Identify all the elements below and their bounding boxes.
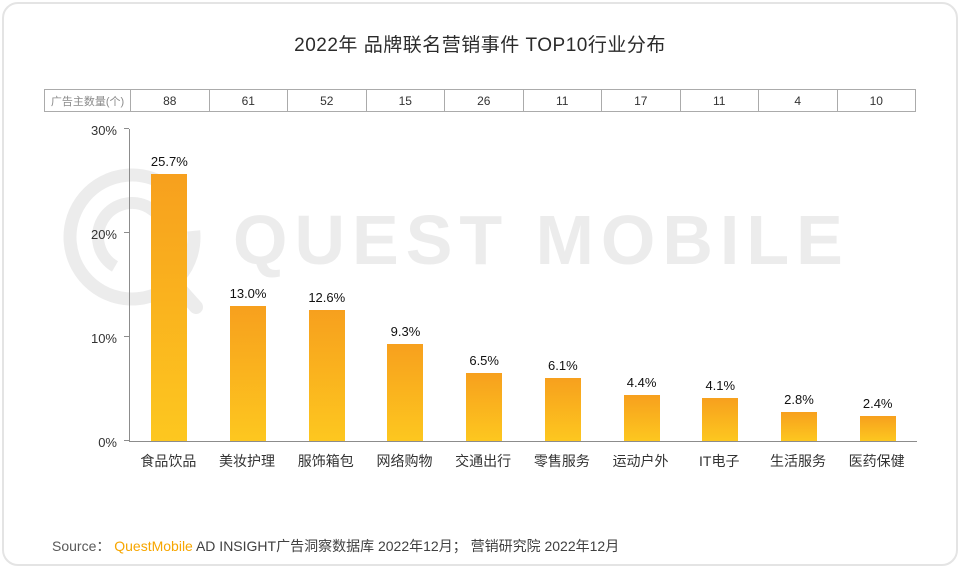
x-axis-labels: 食品饮品 美妆护理 服饰箱包 网络购物 交通出行 零售服务 运动户外 IT电子 生活服务 医药保健	[129, 451, 916, 471]
y-tick-label: 30%	[90, 123, 117, 138]
x-category-label: IT电子	[699, 453, 740, 469]
bar-value-label: 4.4%	[626, 375, 657, 391]
chart-title: 2022年 品牌联名营销事件 TOP10行业分布	[294, 35, 666, 56]
source-brand: QuestMobile	[114, 538, 193, 554]
advertiser-count-table: 广告主数量(个) 88 61 52 15 26 11 17 11 4 10	[44, 89, 916, 112]
x-category-label: 运动户外	[612, 453, 669, 469]
y-tick-label: 10%	[90, 331, 117, 346]
advertiser-count-cell: 10	[869, 93, 883, 108]
y-tick-label: 20%	[90, 227, 117, 242]
y-tick-mark	[124, 336, 129, 337]
advertiser-count-cell: 26	[445, 90, 524, 111]
bar-column: 12.6%	[287, 129, 366, 441]
bar	[623, 395, 660, 441]
advertiser-count-cell: 11	[524, 90, 602, 111]
source-rest: AD INSIGHT广告洞察数据库 2022年12月； 营销研究院 2022年1…	[195, 538, 620, 554]
x-category-label: 生活服务	[769, 453, 826, 469]
bar-value-label: 9.3%	[390, 324, 421, 340]
bar	[308, 309, 345, 441]
bar-value-label: 6.5%	[469, 353, 499, 369]
bar-column: 6.5%	[445, 129, 524, 441]
bar	[387, 344, 424, 441]
bar	[780, 411, 817, 441]
bar-column: 9.3%	[366, 129, 445, 441]
advertiser-count-cell: 15	[367, 90, 445, 111]
bar-value-label: 6.1%	[548, 357, 578, 373]
bar-value-label: 12.6%	[308, 289, 346, 305]
advertiser-count-cell: 17	[602, 90, 681, 111]
bar-column: 4.1%	[681, 129, 760, 441]
x-category-label: 零售服务	[533, 453, 590, 469]
bar-value-label: 2.4%	[862, 396, 893, 412]
x-category-label: 服饰箱包	[297, 453, 354, 469]
source-line: Source： QuestMobile AD INSIGHT广告洞察数据库 20…	[52, 536, 619, 556]
advertiser-count-cell: 52	[288, 90, 367, 111]
bar-value-label: 4.1%	[705, 378, 736, 394]
advertiser-count-cell: 11	[681, 90, 759, 111]
plot-area: 25.7% 13.0% 12.6% 9.3% 6.5% 6.1% 4.4% 4.1% 2.8% 2…	[129, 129, 917, 442]
y-tick-label: 0%	[98, 435, 117, 450]
advertiser-count-label: 广告主数量(个)	[45, 90, 131, 111]
bar	[859, 416, 896, 441]
advertiser-count-cell: 4	[759, 90, 838, 111]
bar-value-label: 13.0%	[229, 285, 267, 301]
x-category-label: 医药保健	[848, 453, 905, 469]
advertiser-count-cells: 88 61 52 15 26 11 17 11 4 10	[131, 90, 915, 111]
advertiser-count-cell: 88	[131, 90, 210, 111]
bar-column: 13.0%	[209, 129, 288, 441]
y-tick-mark	[124, 440, 129, 441]
source-prefix: Source：	[52, 538, 111, 554]
bar-column: 6.1%	[524, 129, 603, 441]
y-axis: 0% 10% 20% 30%	[4, 123, 129, 450]
bar	[702, 398, 739, 441]
bar	[466, 373, 503, 441]
bar	[544, 377, 581, 441]
advertiser-count-cell: 61	[210, 90, 288, 111]
x-category-label: 食品饮品	[140, 453, 197, 469]
bar-column: 2.8%	[760, 129, 839, 441]
bar-column: 25.7%	[130, 129, 209, 441]
bar-value-label: 2.8%	[784, 391, 814, 407]
bar	[151, 173, 188, 441]
x-category-label: 美妆护理	[219, 453, 276, 469]
bar	[230, 305, 267, 441]
y-tick-mark	[124, 128, 129, 129]
x-category-label: 交通出行	[455, 453, 512, 469]
bar-column: 2.4%	[838, 129, 917, 441]
bar-value-label: 25.7%	[150, 153, 188, 169]
bar-column: 4.4%	[602, 129, 681, 441]
x-category-label: 网络购物	[376, 453, 433, 469]
